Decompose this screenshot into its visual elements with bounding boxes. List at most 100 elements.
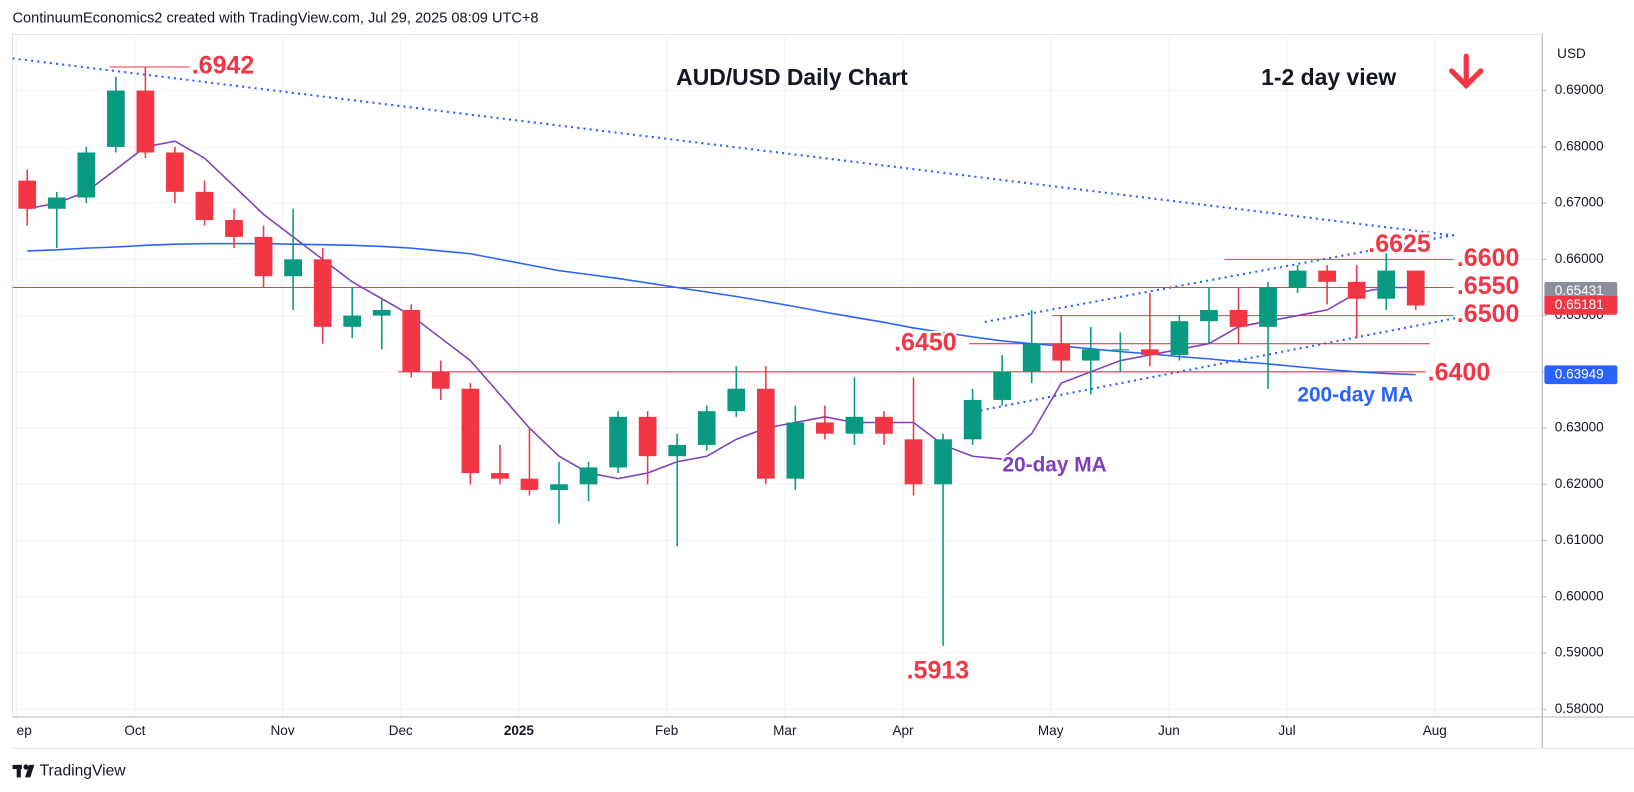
- candle-body: [963, 399, 982, 440]
- chart-subtitle: 1-2 day view: [1261, 64, 1396, 90]
- x-tick-label: Dec: [389, 723, 413, 738]
- candle-body: [875, 416, 893, 434]
- candle-body: [431, 371, 450, 389]
- y-tick-label: 0.62000: [1555, 476, 1604, 491]
- candle-body: [609, 416, 627, 468]
- x-tick-label: Nov: [271, 723, 295, 738]
- y-tick-label: 0.59000: [1555, 645, 1604, 660]
- ma-label: 200-day MA: [1297, 384, 1413, 407]
- candle-body: [697, 411, 716, 445]
- x-tick-label: 2025: [504, 723, 535, 738]
- trendline: [974, 316, 1458, 413]
- logo-part: [25, 764, 35, 778]
- level-label: .5913: [907, 656, 970, 684]
- candle-body: [668, 444, 687, 457]
- ma-label: 20-day MA: [1002, 453, 1106, 476]
- level-label: .6942: [192, 52, 255, 80]
- level-label: .6600: [1457, 244, 1520, 272]
- candle-body: [816, 422, 834, 434]
- level-label: .6450: [894, 328, 957, 356]
- candle-body: [934, 439, 952, 485]
- candle-body: [461, 388, 480, 474]
- candle-body: [1200, 309, 1218, 322]
- arrow-head: [1449, 68, 1484, 90]
- y-tick-label: 0.61000: [1555, 532, 1604, 547]
- logo-part: [23, 764, 29, 770]
- level-label: .6400: [1428, 359, 1491, 387]
- price-tag-label: 0.65181: [1555, 297, 1604, 312]
- candle-body: [786, 422, 805, 479]
- grid: [12, 34, 1547, 717]
- candle-body: [1406, 270, 1425, 306]
- candle-body: [520, 478, 539, 490]
- candle-body: [845, 416, 864, 434]
- price-tag-label: 0.63949: [1555, 366, 1604, 381]
- candle-body: [254, 236, 273, 277]
- y-tick-label: 0.67000: [1555, 195, 1604, 210]
- candle-body: [1259, 287, 1277, 327]
- candle-body: [579, 467, 598, 485]
- y-tick-label: 0.68000: [1555, 138, 1604, 153]
- x-tick-label: May: [1038, 723, 1064, 738]
- trendline: [12, 57, 1454, 237]
- y-tick-label: 0.58000: [1555, 701, 1604, 716]
- candle-body: [1347, 281, 1366, 299]
- chart-title: AUD/USD Daily Chart: [676, 64, 908, 90]
- candle-body: [1318, 270, 1336, 282]
- labels: 0.58000 0.59000 0.60000 0.61000 0.62000 0.630…: [17, 50, 1618, 738]
- candle-body: [727, 388, 746, 412]
- x-tick-label: Jun: [1158, 723, 1180, 738]
- candle-body: [313, 259, 332, 327]
- level-label: .6500: [1457, 300, 1520, 328]
- down-arrow: [1449, 53, 1484, 90]
- x-tick-label: Aug: [1423, 723, 1447, 738]
- x-tick-label: Apr: [892, 723, 914, 738]
- logo-part: [16, 764, 21, 778]
- candle-body: [136, 90, 155, 153]
- logo: [12, 764, 35, 778]
- candle-body: [1022, 343, 1041, 372]
- candle-body: [195, 191, 214, 220]
- candle-body: [638, 416, 657, 457]
- candle-body: [166, 152, 184, 192]
- price-tag: [1544, 296, 1618, 315]
- candle-body: [491, 473, 509, 479]
- candle-body: [18, 180, 37, 209]
- candle-body: [77, 152, 96, 198]
- candle-body: [1052, 343, 1071, 361]
- candle-body: [1170, 321, 1189, 355]
- x-tick-label: Oct: [124, 723, 145, 738]
- candle-body: [1377, 270, 1396, 299]
- y-tick-label: 0.69000: [1555, 82, 1604, 97]
- trendlines: [12, 57, 1458, 413]
- candle-body: [225, 219, 243, 237]
- level-label: .6550: [1457, 272, 1520, 300]
- x-tick-label: ep: [17, 723, 32, 738]
- candle-body: [284, 259, 302, 277]
- candle-body: [1141, 349, 1159, 355]
- candle-body: [372, 309, 391, 316]
- footer-brand: TradingView: [40, 762, 127, 779]
- price-tag-label: 0.65431: [1555, 283, 1604, 298]
- y-tick-label: 0.60000: [1555, 588, 1604, 603]
- candle-body: [402, 309, 421, 372]
- candle-body: [993, 371, 1012, 400]
- candle-body: [1081, 349, 1100, 361]
- candle-body: [106, 90, 125, 147]
- header: ContinuumEconomics2 created with Trading…: [13, 11, 539, 27]
- currency-label: USD: [1557, 46, 1586, 61]
- candle-body: [1229, 309, 1248, 327]
- level-label: .6625: [1368, 230, 1431, 258]
- candle-body: [47, 197, 66, 209]
- y-tick-label: 0.66000: [1555, 251, 1604, 266]
- price-tag: [1544, 365, 1618, 385]
- marks: [12, 66, 1454, 646]
- candle-body: [1111, 349, 1130, 351]
- y-tick-label: 0.63000: [1555, 420, 1604, 435]
- candle-body: [1288, 270, 1307, 288]
- x-tick-label: Jul: [1278, 723, 1295, 738]
- candle-body: [550, 484, 568, 490]
